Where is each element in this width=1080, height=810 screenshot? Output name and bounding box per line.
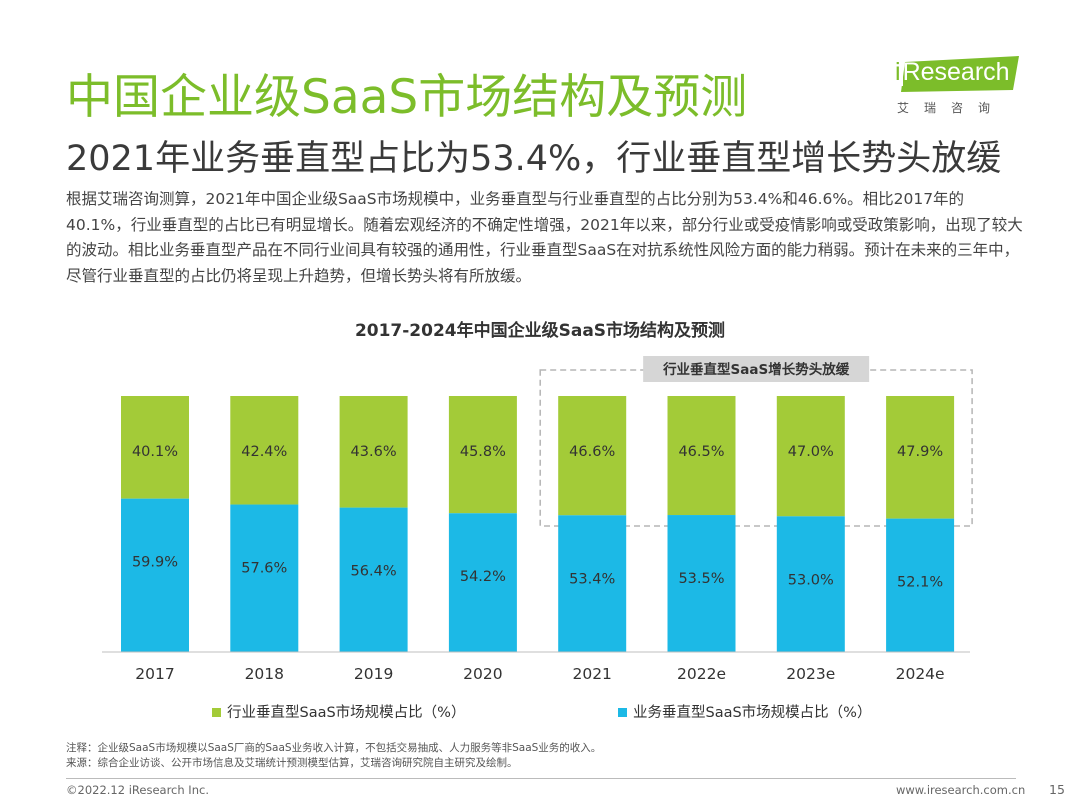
bars-group: 40.1% 59.9% 42.4% 57.6% 43.6% 56.4% 45.8% 54.2%… bbox=[121, 396, 955, 652]
footer-divider bbox=[66, 778, 1016, 779]
bar-industry-2020 bbox=[448, 396, 517, 514]
summary-paragraph: 根据艾瑞咨询测算，2021年中国企业级SaaS市场规模中，业务垂直型与行业垂直型… bbox=[66, 190, 1023, 285]
label-business-2019: 56.4% bbox=[351, 564, 397, 580]
label-business-2024e: 52.1% bbox=[897, 575, 943, 591]
bar-business-2017 bbox=[121, 498, 189, 652]
chart-title: 2017-2024年中国企业级SaaS市场结构及预测 bbox=[355, 320, 725, 341]
bar-industry-2017 bbox=[121, 396, 189, 499]
label-industry-2020: 45.8% bbox=[460, 444, 506, 460]
label-business-2022e: 53.5% bbox=[678, 571, 724, 587]
bar-industry-2024e bbox=[886, 396, 955, 519]
page-subtitle: 2021年业务垂直型占比为53.4%，行业垂直型增长势头放缓 bbox=[66, 139, 1002, 179]
x-tick-2020: 2020 bbox=[463, 665, 502, 683]
label-business-2020: 54.2% bbox=[460, 569, 506, 585]
legend-swatch-industry bbox=[212, 708, 221, 717]
x-tick-2021: 2021 bbox=[572, 665, 611, 683]
label-business-2017: 59.9% bbox=[132, 555, 178, 571]
annotation-label-bg bbox=[643, 356, 870, 382]
bar-industry-2019 bbox=[339, 396, 408, 508]
legend-label-business: 业务垂直型SaaS市场规模占比（%） bbox=[633, 704, 871, 721]
label-industry-2024e: 47.9% bbox=[897, 444, 943, 460]
legend-swatch-business bbox=[618, 708, 627, 717]
logo-research: Research bbox=[902, 58, 1010, 86]
label-industry-2019: 43.6% bbox=[351, 444, 397, 460]
bar-business-2019 bbox=[339, 507, 408, 652]
bar-business-2022e bbox=[667, 515, 736, 652]
bar-business-2018 bbox=[230, 504, 299, 652]
x-tick-2024e: 2024e bbox=[896, 665, 945, 683]
bar-business-2021 bbox=[558, 515, 627, 652]
label-business-2018: 57.6% bbox=[241, 561, 287, 577]
page-number: 15 bbox=[1049, 782, 1065, 797]
label-industry-2021: 46.6% bbox=[569, 444, 615, 460]
chart-source: 来源：综合企业访谈、公开市场信息及艾瑞统计预测模型估算，艾瑞咨询研究院自主研究及… bbox=[66, 757, 518, 769]
x-axis-labels: 2017 2018 2019 2020 2021 2022e 2023e 2024e bbox=[135, 665, 944, 683]
page-title: 中国企业级SaaS市场结构及预测 bbox=[66, 70, 748, 125]
x-tick-2022e: 2022e bbox=[677, 665, 726, 683]
label-business-2023e: 53.0% bbox=[788, 572, 834, 588]
chart-note: 注释：企业级SaaS市场规模以SaaS厂商的SaaS业务收入计算，不包括交易抽成… bbox=[66, 742, 602, 754]
chart-legend: 行业垂直型SaaS市场规模占比（%） 业务垂直型SaaS市场规模占比（%） bbox=[212, 704, 871, 721]
bar-business-2023e bbox=[776, 516, 845, 652]
bar-industry-2021 bbox=[558, 396, 627, 516]
logo-i: i bbox=[893, 58, 903, 86]
annotation-label: 行业垂直型SaaS增长势头放缓 bbox=[662, 361, 850, 378]
bar-business-2020 bbox=[448, 513, 517, 652]
logo-subtitle: 艾瑞咨询 bbox=[897, 101, 1006, 115]
label-industry-2022e: 46.5% bbox=[678, 444, 724, 460]
forecast-annotation: 行业垂直型SaaS增长势头放缓 bbox=[539, 356, 973, 527]
bar-industry-2022e bbox=[667, 396, 736, 516]
legend-label-industry: 行业垂直型SaaS市场规模占比（%） bbox=[227, 704, 465, 721]
logo-banner-shape bbox=[901, 56, 1019, 92]
copyright: ©2022.12 iResearch Inc. bbox=[66, 783, 209, 797]
website-link[interactable]: www.iresearch.com.cn bbox=[896, 783, 1026, 797]
bar-business-2024e bbox=[886, 518, 955, 652]
x-tick-2019: 2019 bbox=[354, 665, 393, 683]
label-industry-2023e: 47.0% bbox=[788, 444, 834, 460]
label-industry-2017: 40.1% bbox=[132, 444, 178, 460]
label-business-2021: 53.4% bbox=[569, 571, 615, 587]
iresearch-logo: iResearch 艾瑞咨询 bbox=[893, 56, 1023, 122]
logo-wordmark: iResearch bbox=[893, 58, 1010, 87]
bar-industry-2023e bbox=[776, 396, 845, 517]
x-tick-2017: 2017 bbox=[135, 665, 174, 683]
label-industry-2018: 42.4% bbox=[241, 444, 287, 460]
x-tick-2018: 2018 bbox=[245, 665, 284, 683]
bar-industry-2018 bbox=[230, 396, 299, 505]
x-tick-2023e: 2023e bbox=[786, 665, 835, 683]
